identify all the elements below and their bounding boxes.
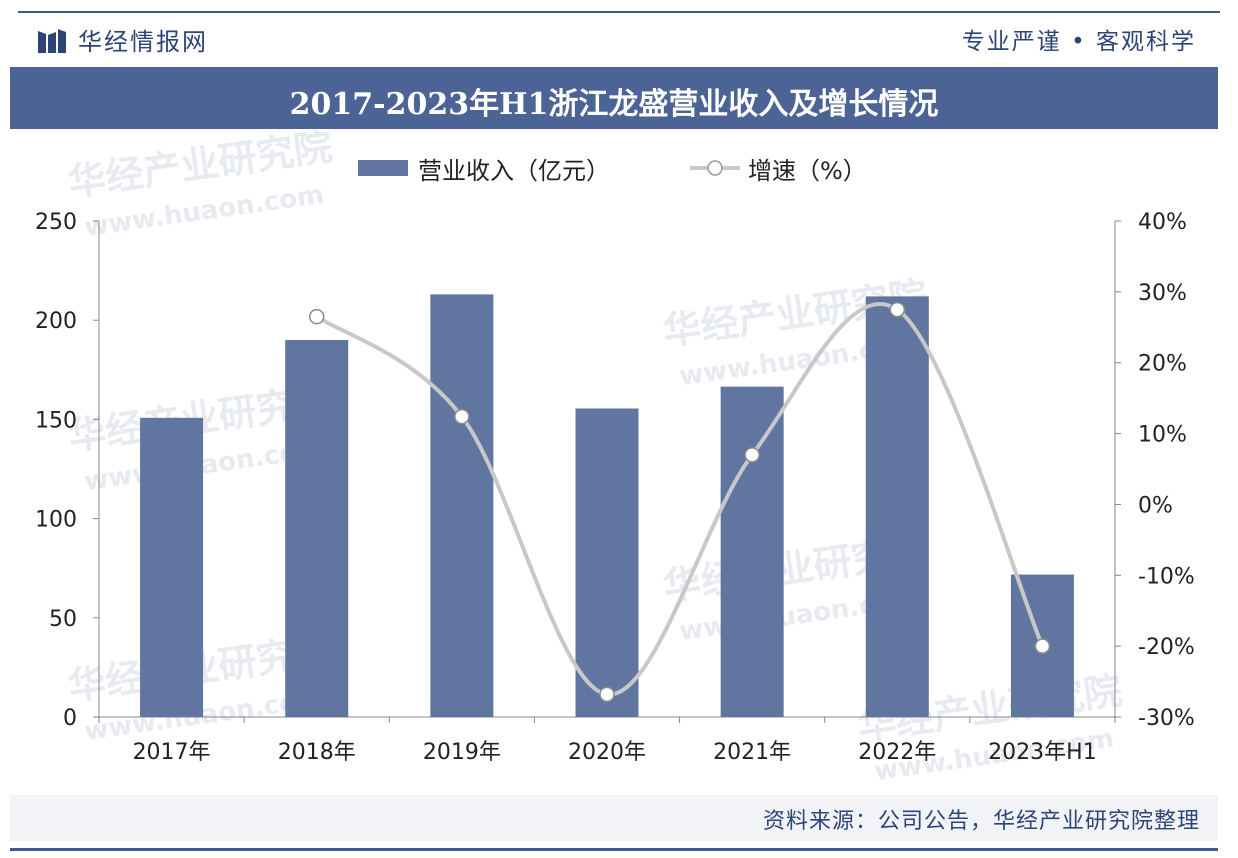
x-tick-label: 2022年 (858, 740, 936, 765)
brand-name: 华经情报网 (78, 28, 208, 56)
bar-revenue-3 (575, 408, 639, 717)
line-series (308, 301, 1051, 703)
x-tick-label: 2021年 (713, 740, 791, 765)
growth-point-5 (1034, 638, 1051, 654)
legend-bar-swatch (358, 160, 408, 176)
axes: 0 50 100 150 200 250 -30% -20% -10% 0% 10% 20% 30% 40… (35, 210, 1195, 765)
x-tick-label: 2018年 (278, 740, 356, 765)
header: 华经情报网 专业严谨 • 客观科学 (18, 16, 1220, 64)
title-bar: 2017-2023年H1浙江龙盛营业收入及增长情况 (10, 67, 1218, 129)
bar-series (140, 294, 1074, 717)
bar-revenue-5 (865, 296, 929, 717)
legend-label-growth: 增速（%） (748, 157, 867, 185)
bar-revenue-0 (140, 417, 204, 717)
y-right-tick-label: 30% (1138, 281, 1187, 306)
y-left-tick-label: 100 (35, 508, 77, 533)
y-left-tick-label: 50 (49, 607, 77, 632)
bar-revenue-4 (720, 386, 784, 717)
bottom-rule (10, 848, 1218, 851)
y-right-tick-label: 0% (1138, 493, 1173, 518)
chart-title: 2017-2023年H1浙江龙盛营业收入及增长情况 (289, 87, 939, 122)
growth-point-1 (454, 408, 470, 425)
top-rule (18, 11, 1220, 13)
y-left-tick-label: 0 (63, 706, 77, 731)
legend: 营业收入（亿元） 增速（%） (358, 157, 867, 185)
y-right-tick-label: 10% (1138, 423, 1187, 448)
bar-revenue-1 (285, 340, 349, 717)
legend-label-revenue: 营业收入（亿元） (418, 157, 610, 185)
y-right-tick-label: -20% (1138, 635, 1195, 660)
brand-logo-icon (38, 29, 66, 53)
y-right-tick-label: -30% (1138, 706, 1195, 731)
x-tick-label: 2020年 (568, 740, 646, 765)
y-right-tick-label: 40% (1138, 210, 1187, 235)
growth-point-4 (889, 301, 906, 318)
y-left-tick-label: 250 (35, 210, 77, 235)
bar-revenue-2 (430, 294, 494, 717)
chart-area: 华经产业研究院www.huaon.com华经产业研究院www.huaon.com… (35, 130, 1195, 787)
x-tick-label: 2023年H1 (988, 740, 1097, 765)
x-tick-label: 2017年 (133, 740, 211, 765)
growth-point-2 (599, 686, 615, 703)
y-right-tick-label: 20% (1138, 352, 1187, 377)
source-note: 资料来源：公司公告，华经产业研究院整理 (762, 809, 1200, 834)
y-right-tick-label: -10% (1138, 564, 1195, 589)
y-left-tick-label: 150 (35, 408, 77, 433)
growth-point-0 (308, 308, 325, 325)
slogan: 专业严谨 • 客观科学 (961, 29, 1196, 55)
growth-point-3 (744, 447, 760, 463)
y-left-tick-label: 200 (35, 309, 77, 334)
legend-line-marker (707, 160, 723, 176)
footer: 资料来源：公司公告，华经产业研究院整理 (10, 795, 1218, 841)
x-tick-label: 2019年 (423, 740, 501, 765)
